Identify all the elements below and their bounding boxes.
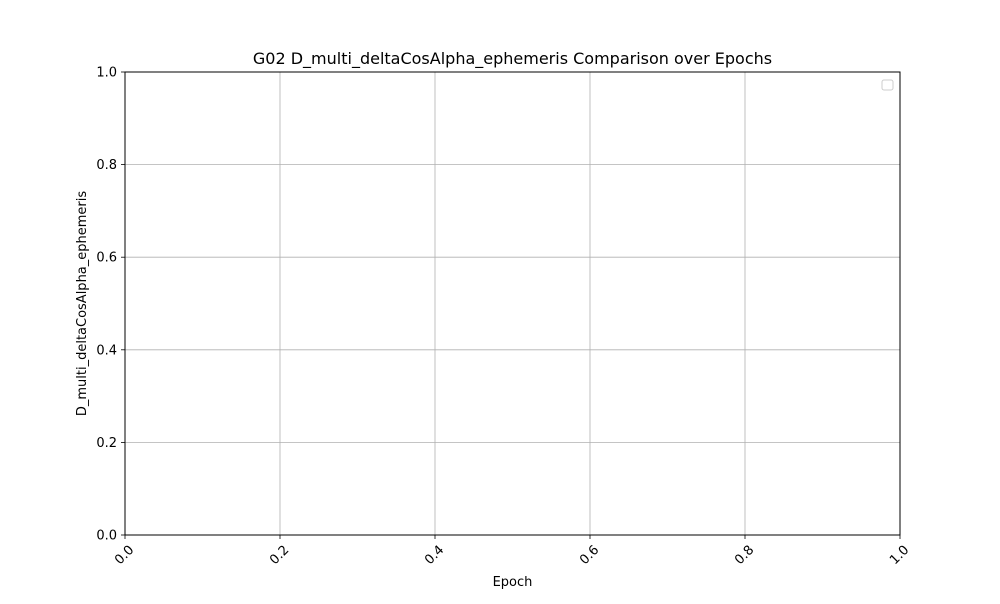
- y-axis-label: D_multi_deltaCosAlpha_ephemeris: [75, 191, 90, 417]
- y-tick-label: 0.8: [96, 158, 117, 173]
- legend-box: [881, 79, 894, 91]
- x-axis-label: Epoch: [493, 575, 533, 590]
- y-tick-label: 1.0: [96, 66, 117, 81]
- chart-title: G02 D_multi_deltaCosAlpha_ephemeris Comp…: [253, 49, 772, 69]
- y-tick-label: 0.0: [96, 529, 117, 544]
- y-tick-label: 0.6: [96, 251, 117, 266]
- plot-area-frame: [124, 71, 901, 536]
- y-tick-label: 0.4: [96, 343, 117, 358]
- y-tick-label: 0.2: [96, 436, 117, 451]
